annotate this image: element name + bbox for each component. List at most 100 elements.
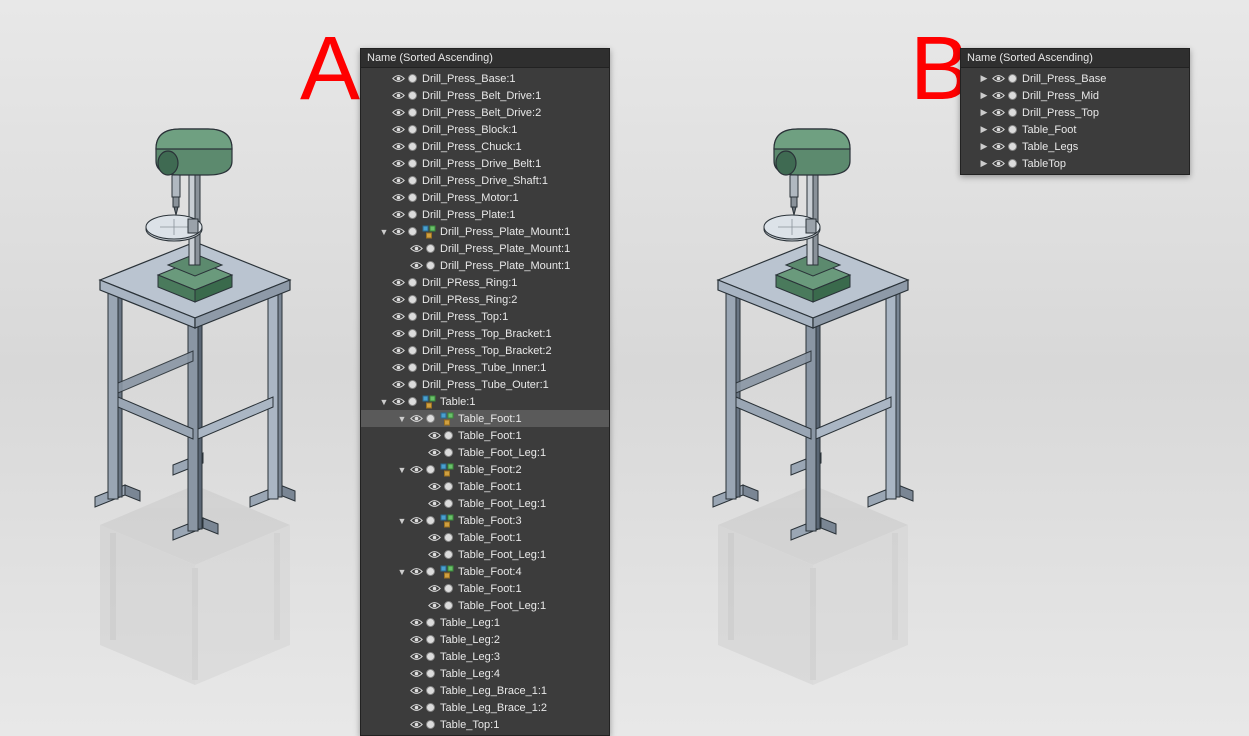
- tree-row[interactable]: ▼Table_Foot:2: [361, 461, 609, 478]
- visibility-eye-icon[interactable]: [391, 278, 405, 288]
- tree-row[interactable]: Table_Leg:1: [361, 614, 609, 631]
- tree-row[interactable]: Table_Foot_Leg:1: [361, 546, 609, 563]
- visibility-eye-icon[interactable]: [409, 244, 423, 254]
- visibility-eye-icon[interactable]: [409, 465, 423, 475]
- visibility-eye-icon[interactable]: [991, 125, 1005, 135]
- tree-row[interactable]: Drill_Press_Tube_Inner:1: [361, 359, 609, 376]
- visibility-eye-icon[interactable]: [409, 414, 423, 424]
- expand-arrow-icon[interactable]: ▶: [979, 90, 989, 101]
- visibility-eye-icon[interactable]: [409, 720, 423, 730]
- tree-row[interactable]: Table_Leg:3: [361, 648, 609, 665]
- visibility-eye-icon[interactable]: [391, 295, 405, 305]
- expand-arrow-icon[interactable]: ▼: [397, 414, 407, 424]
- visibility-eye-icon[interactable]: [427, 499, 441, 509]
- visibility-eye-icon[interactable]: [391, 312, 405, 322]
- freeze-dot-icon[interactable]: [1008, 125, 1017, 134]
- freeze-dot-icon[interactable]: [426, 244, 435, 253]
- visibility-eye-icon[interactable]: [391, 363, 405, 373]
- freeze-dot-icon[interactable]: [426, 516, 435, 525]
- visibility-eye-icon[interactable]: [409, 516, 423, 526]
- visibility-eye-icon[interactable]: [409, 652, 423, 662]
- tree-row[interactable]: Drill_Press_Drive_Belt:1: [361, 155, 609, 172]
- freeze-dot-icon[interactable]: [408, 159, 417, 168]
- tree-row[interactable]: ▶Drill_Press_Mid: [961, 87, 1189, 104]
- visibility-eye-icon[interactable]: [391, 176, 405, 186]
- visibility-eye-icon[interactable]: [409, 686, 423, 696]
- freeze-dot-icon[interactable]: [1008, 142, 1017, 151]
- tree-row[interactable]: Drill_Press_Drive_Shaft:1: [361, 172, 609, 189]
- visibility-eye-icon[interactable]: [409, 669, 423, 679]
- visibility-eye-icon[interactable]: [391, 142, 405, 152]
- freeze-dot-icon[interactable]: [426, 465, 435, 474]
- visibility-eye-icon[interactable]: [991, 108, 1005, 118]
- tree-row[interactable]: Drill_Press_Belt_Drive:2: [361, 104, 609, 121]
- freeze-dot-icon[interactable]: [1008, 91, 1017, 100]
- outliner-tree-b[interactable]: ▶Drill_Press_Base▶Drill_Press_Mid▶Drill_…: [961, 68, 1189, 174]
- tree-row[interactable]: Table_Foot_Leg:1: [361, 495, 609, 512]
- freeze-dot-icon[interactable]: [426, 635, 435, 644]
- freeze-dot-icon[interactable]: [408, 278, 417, 287]
- visibility-eye-icon[interactable]: [391, 210, 405, 220]
- freeze-dot-icon[interactable]: [426, 720, 435, 729]
- tree-row[interactable]: ▶Table_Foot: [961, 121, 1189, 138]
- tree-row[interactable]: Drill_Press_Motor:1: [361, 189, 609, 206]
- freeze-dot-icon[interactable]: [408, 142, 417, 151]
- freeze-dot-icon[interactable]: [426, 669, 435, 678]
- freeze-dot-icon[interactable]: [408, 125, 417, 134]
- visibility-eye-icon[interactable]: [427, 482, 441, 492]
- freeze-dot-icon[interactable]: [426, 686, 435, 695]
- expand-arrow-icon[interactable]: ▶: [979, 107, 989, 118]
- outliner-panel-b[interactable]: Name (Sorted Ascending) ▶Drill_Press_Bas…: [960, 48, 1190, 175]
- freeze-dot-icon[interactable]: [426, 567, 435, 576]
- tree-row[interactable]: Table_Foot:1: [361, 478, 609, 495]
- freeze-dot-icon[interactable]: [408, 380, 417, 389]
- visibility-eye-icon[interactable]: [409, 261, 423, 271]
- freeze-dot-icon[interactable]: [426, 261, 435, 270]
- tree-row[interactable]: ▼Table_Foot:4: [361, 563, 609, 580]
- tree-row[interactable]: ▶Table_Legs: [961, 138, 1189, 155]
- expand-arrow-icon[interactable]: ▶: [979, 158, 989, 169]
- visibility-eye-icon[interactable]: [391, 380, 405, 390]
- freeze-dot-icon[interactable]: [426, 703, 435, 712]
- tree-row[interactable]: Table_Foot:1: [361, 427, 609, 444]
- tree-row[interactable]: Drill_Press_Plate_Mount:1: [361, 257, 609, 274]
- tree-row[interactable]: Table_Top:1: [361, 716, 609, 733]
- drill-press-model-b[interactable]: [658, 85, 938, 645]
- visibility-eye-icon[interactable]: [391, 346, 405, 356]
- freeze-dot-icon[interactable]: [426, 618, 435, 627]
- freeze-dot-icon[interactable]: [408, 397, 417, 406]
- visibility-eye-icon[interactable]: [409, 567, 423, 577]
- tree-row[interactable]: Drill_PRess_Ring:2: [361, 291, 609, 308]
- freeze-dot-icon[interactable]: [408, 210, 417, 219]
- tree-row[interactable]: Drill_Press_Top_Bracket:2: [361, 342, 609, 359]
- visibility-eye-icon[interactable]: [391, 329, 405, 339]
- tree-row[interactable]: Drill_Press_Top:1: [361, 308, 609, 325]
- freeze-dot-icon[interactable]: [444, 499, 453, 508]
- visibility-eye-icon[interactable]: [391, 397, 405, 407]
- tree-row[interactable]: Drill_Press_Plate_Mount:1: [361, 240, 609, 257]
- tree-row[interactable]: ▼Table_Foot:1: [361, 410, 609, 427]
- tree-row[interactable]: Table_Leg_Brace_1:1: [361, 682, 609, 699]
- freeze-dot-icon[interactable]: [444, 533, 453, 542]
- freeze-dot-icon[interactable]: [408, 329, 417, 338]
- tree-row[interactable]: ▼Table_Foot:3: [361, 512, 609, 529]
- visibility-eye-icon[interactable]: [427, 431, 441, 441]
- visibility-eye-icon[interactable]: [409, 703, 423, 713]
- tree-row[interactable]: ▶Drill_Press_Top: [961, 104, 1189, 121]
- expand-arrow-icon[interactable]: ▼: [379, 397, 389, 407]
- tree-row[interactable]: Table_Leg:2: [361, 631, 609, 648]
- visibility-eye-icon[interactable]: [409, 618, 423, 628]
- freeze-dot-icon[interactable]: [408, 346, 417, 355]
- tree-row[interactable]: Table_Foot:1: [361, 580, 609, 597]
- freeze-dot-icon[interactable]: [1008, 108, 1017, 117]
- outliner-panel-a[interactable]: Name (Sorted Ascending) Drill_Press_Base…: [360, 48, 610, 736]
- freeze-dot-icon[interactable]: [1008, 74, 1017, 83]
- visibility-eye-icon[interactable]: [391, 159, 405, 169]
- expand-arrow-icon[interactable]: ▼: [379, 227, 389, 237]
- visibility-eye-icon[interactable]: [409, 635, 423, 645]
- tree-row[interactable]: Table_Leg_Brace_1:2: [361, 699, 609, 716]
- freeze-dot-icon[interactable]: [408, 312, 417, 321]
- visibility-eye-icon[interactable]: [991, 91, 1005, 101]
- visibility-eye-icon[interactable]: [427, 550, 441, 560]
- visibility-eye-icon[interactable]: [427, 448, 441, 458]
